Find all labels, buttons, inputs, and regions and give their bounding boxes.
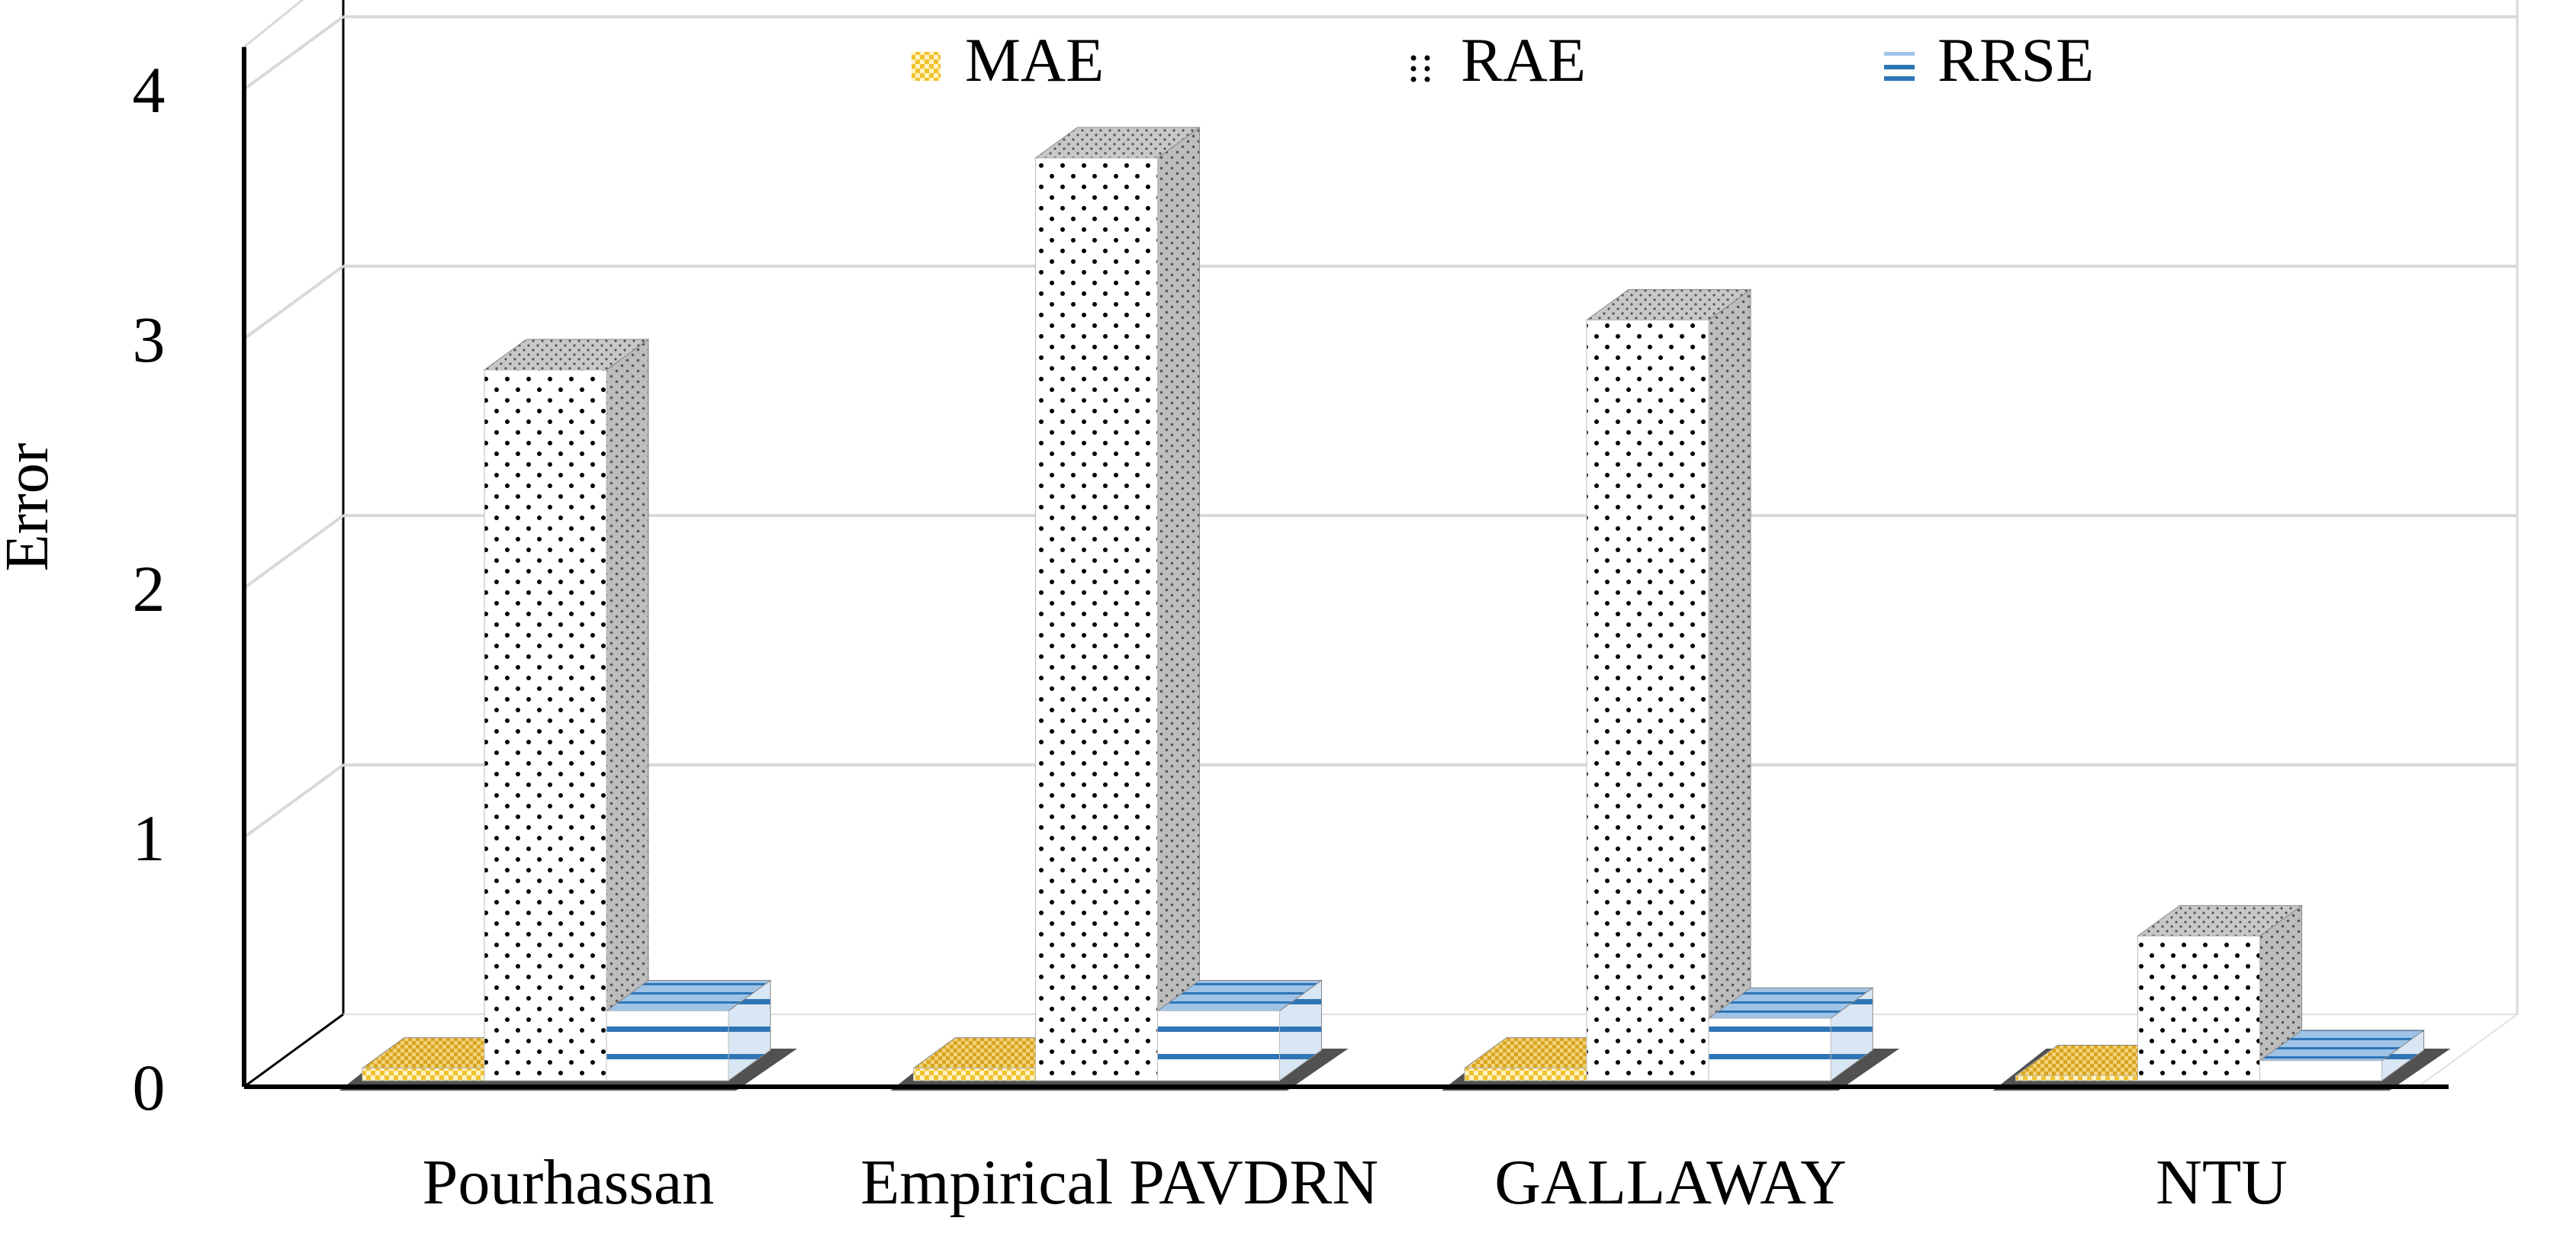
gridline-side [243, 763, 345, 839]
y-tick-label: 4 [133, 53, 166, 127]
bar-mae [913, 1068, 1036, 1081]
bar-rrse [2259, 1060, 2382, 1081]
gridline-side [243, 514, 345, 590]
bars [339, 127, 2451, 1091]
bar-mae [2015, 1075, 2138, 1081]
floor-depth-line [243, 1013, 344, 1088]
gridline-side [243, 15, 345, 91]
legend-item-rae: RAE [1410, 25, 1586, 95]
bar-rae-side [1708, 288, 1751, 1081]
legend-swatch-line [1884, 65, 1915, 69]
y-tick-label: 3 [133, 303, 166, 376]
legend-swatch-dot [1424, 55, 1430, 61]
bar-rae [2137, 935, 2260, 1081]
legend-swatch-dot [1424, 76, 1430, 82]
legend-label-rrse: RRSE [1938, 25, 2094, 95]
gridline-side [243, 265, 345, 340]
x-category-label: GALLAWAY [1494, 1147, 1846, 1218]
legend-swatch-rrse [1884, 52, 1915, 81]
bar-mae [1464, 1068, 1587, 1081]
x-category-labels: Pourhassan Empirical PAVDRN GALLAWAY NTU [423, 1147, 2288, 1218]
axes [242, 47, 2449, 1089]
y-tick-label: 2 [133, 552, 166, 625]
bar-rae [1586, 320, 1709, 1081]
legend-swatch-mae [912, 52, 941, 81]
bar-mae [362, 1068, 485, 1081]
legend-label-rae: RAE [1461, 25, 1586, 95]
bar-rae-side [1157, 127, 1200, 1081]
legend-swatch-rae [1410, 55, 1430, 82]
bar-rrse [606, 1010, 729, 1081]
gridlines [243, 15, 2517, 839]
legend-swatch-dot [1424, 66, 1430, 72]
bar-rae [484, 369, 607, 1081]
y-axis-label: Error [0, 443, 61, 572]
x-category-label: Pourhassan [423, 1147, 715, 1218]
legend: MAE RAE RRSE [912, 25, 2094, 95]
legend-swatch-line [1884, 52, 1915, 56]
side-wall-top-edge [243, 0, 304, 48]
x-category-label: NTU [2156, 1147, 2288, 1218]
bar-rrse [1708, 1017, 1832, 1081]
bar-rae [1035, 157, 1158, 1081]
legend-swatch-dot [1410, 76, 1417, 82]
legend-swatch-dot [1410, 66, 1417, 72]
y-tick-label: 0 [133, 1051, 166, 1124]
legend-swatch-line [1884, 76, 1915, 81]
legend-item-rrse: RRSE [1884, 25, 2094, 95]
y-tick-label: 1 [133, 802, 166, 875]
bar-rae-side [606, 339, 649, 1081]
x-category-label: Empirical PAVDRN [860, 1147, 1378, 1218]
y-tick-labels: 0 1 2 3 4 [133, 53, 166, 1124]
legend-item-mae: MAE [912, 25, 1104, 95]
bar-rrse [1157, 1010, 1280, 1081]
legend-label-mae: MAE [965, 25, 1104, 95]
chart-frame [243, 0, 2519, 1014]
legend-swatch-dot [1410, 55, 1417, 61]
